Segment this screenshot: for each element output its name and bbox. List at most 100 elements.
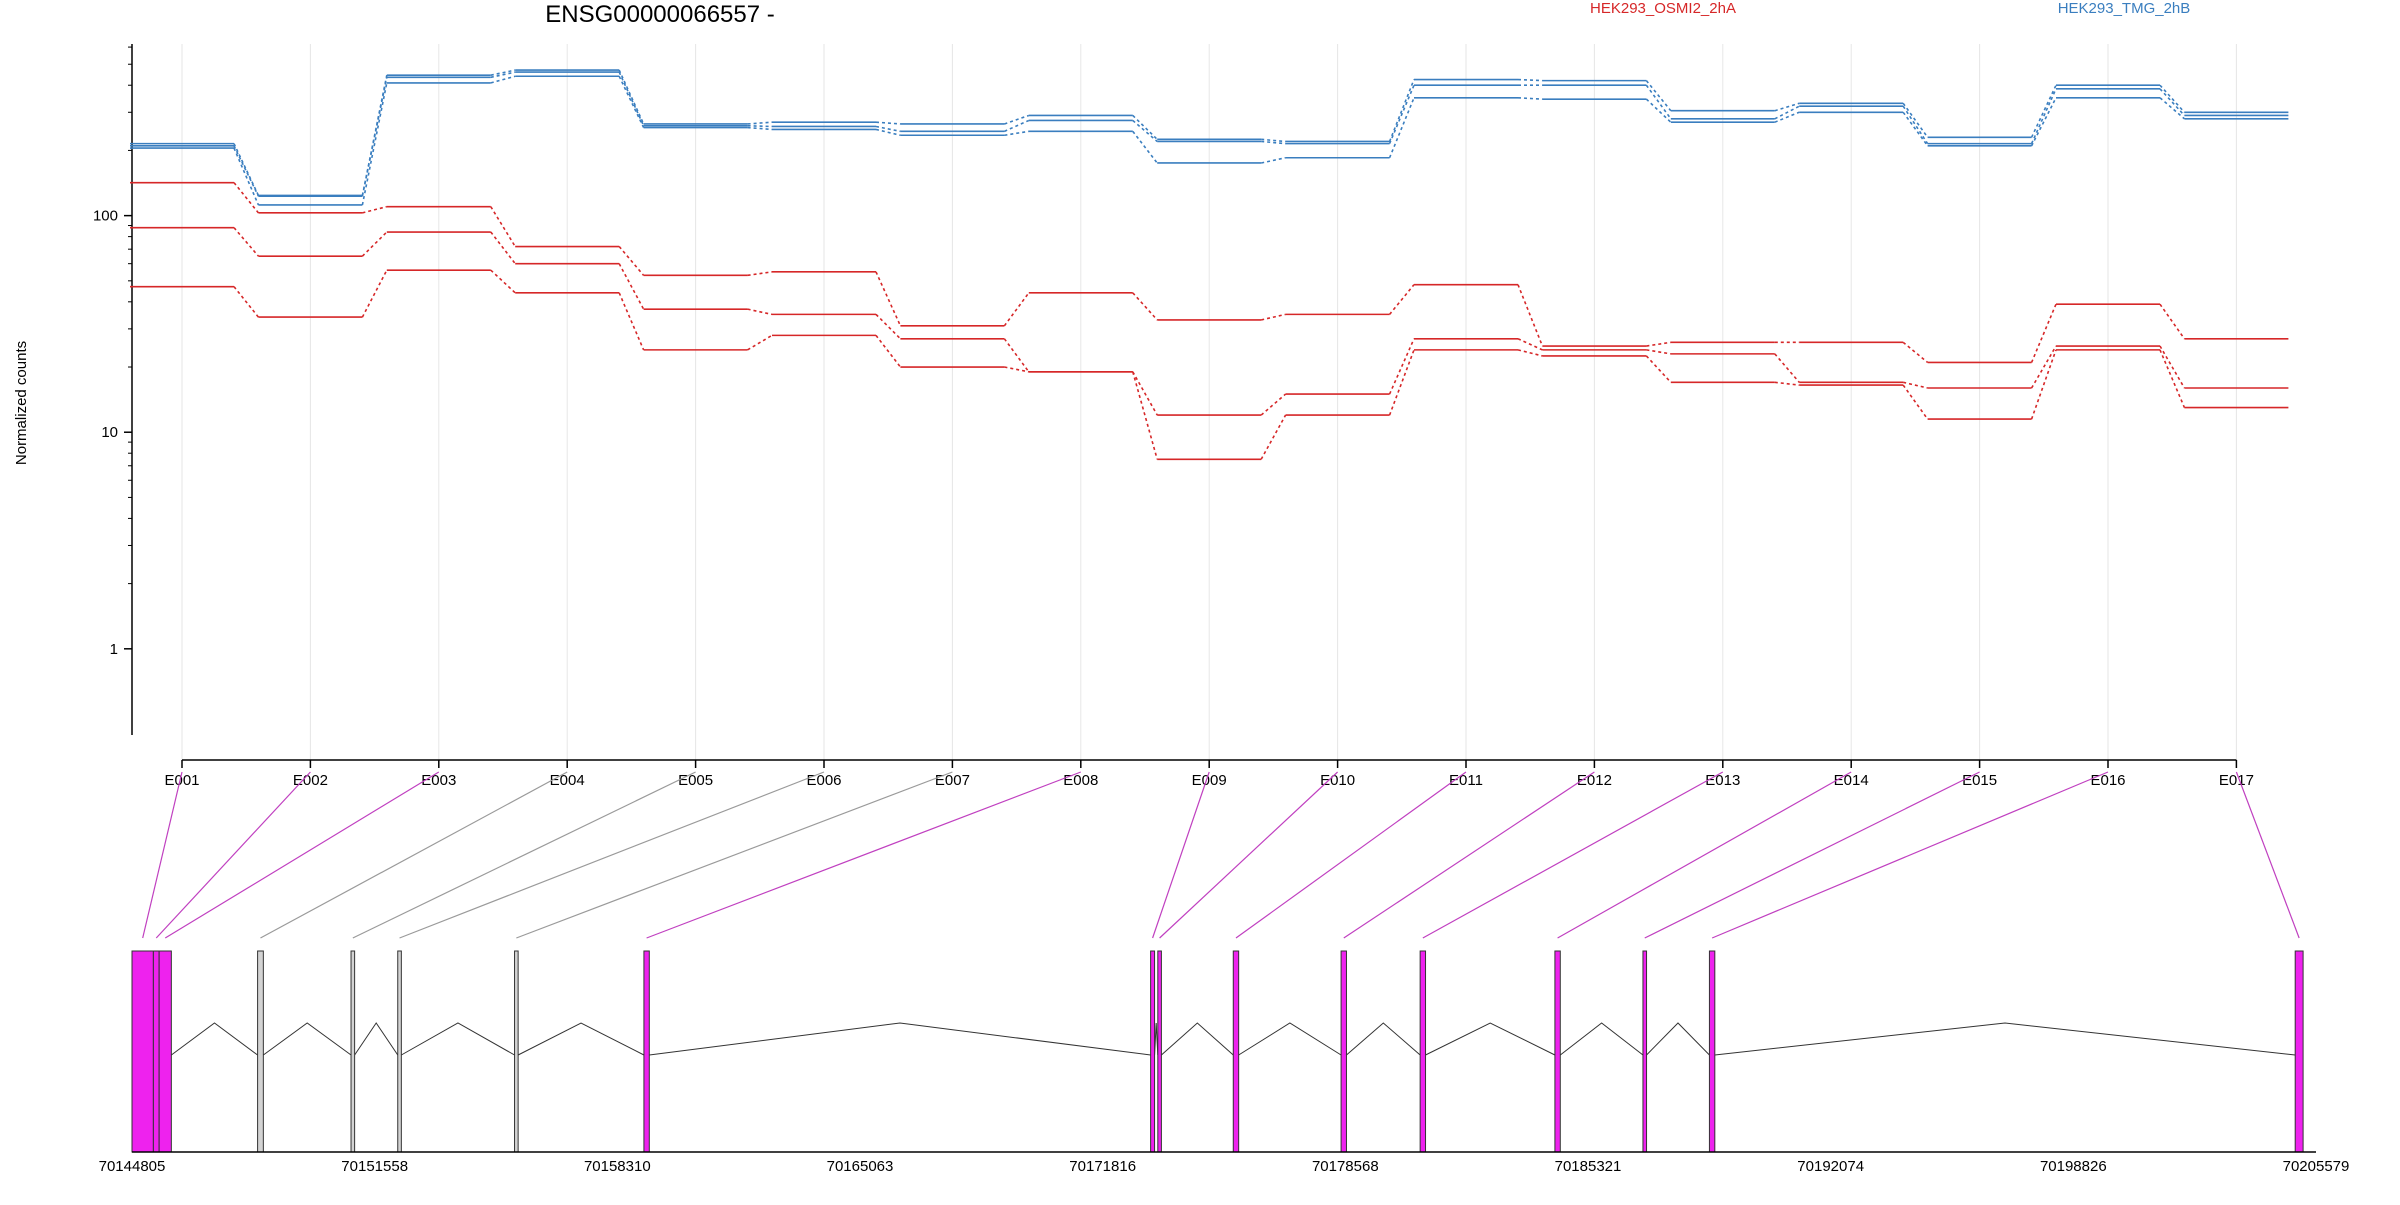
intron-13 <box>1646 1022 1710 1056</box>
data-connector <box>361 77 388 197</box>
data-connector <box>2159 349 2186 408</box>
data-connector <box>1517 338 1543 351</box>
chart-title: ENSG00000066557 - <box>545 1 775 28</box>
data-connector <box>2030 303 2057 363</box>
x-tick-label-e015: E015 <box>1962 772 1997 789</box>
exon-e008 <box>643 950 650 1153</box>
y-tick-label-1: 1 <box>110 641 118 658</box>
exon-e012 <box>1340 950 1347 1153</box>
data-connector <box>1902 111 1929 147</box>
data-connector <box>1004 130 1029 137</box>
data-connector <box>1517 78 1543 82</box>
data-connector <box>618 292 645 351</box>
data-connector <box>233 182 260 214</box>
data-connector <box>2030 84 2057 138</box>
data-connector <box>875 125 901 133</box>
data-connector <box>875 121 901 125</box>
connector-e003 <box>164 771 440 939</box>
x-tick-label-e001: E001 <box>164 772 199 789</box>
genomic-tick-label: 70144805 <box>99 1158 166 1175</box>
intron-9 <box>1238 1022 1342 1056</box>
connector-e005 <box>352 771 696 939</box>
genomic-tick-label: 70151558 <box>341 1158 408 1175</box>
data-connector <box>747 126 773 131</box>
data-connector <box>618 71 645 127</box>
connector-e012 <box>1343 771 1595 939</box>
data-connector <box>1004 114 1030 125</box>
connector-e013 <box>1422 771 1724 939</box>
data-connector <box>2030 97 2057 147</box>
data-connector <box>747 308 773 316</box>
exon-e015 <box>1642 950 1648 1153</box>
data-connector <box>361 231 388 257</box>
x-tick-label-e006: E006 <box>806 772 841 789</box>
data-connector <box>618 246 645 276</box>
exon-e005 <box>350 950 356 1153</box>
intron-10 <box>1346 1022 1421 1056</box>
x-tick-label-e002: E002 <box>293 772 328 789</box>
data-connector <box>233 147 260 206</box>
data-connector <box>1132 292 1158 321</box>
data-connector <box>1261 140 1286 145</box>
x-tick-label-e012: E012 <box>1577 772 1612 789</box>
data-connector <box>1517 349 1543 357</box>
data-connector <box>1517 284 1544 347</box>
legend-item-osmi2: HEK293_OSMI2_2hA <box>1590 0 1736 17</box>
data-connector <box>1132 371 1158 416</box>
data-connector <box>1388 79 1415 142</box>
data-connector <box>1645 80 1672 112</box>
data-connector <box>362 205 387 214</box>
connector-e017 <box>2235 771 2300 939</box>
data-connector <box>1260 393 1287 416</box>
data-connector <box>233 227 260 257</box>
y-tick-label-100: 100 <box>93 208 118 225</box>
data-connector <box>1132 119 1158 143</box>
data-connector <box>1132 130 1158 164</box>
x-tick-label-e014: E014 <box>1834 772 1869 789</box>
x-tick-label-e005: E005 <box>678 772 713 789</box>
connector-e010 <box>1159 771 1339 939</box>
data-connector <box>1003 338 1030 373</box>
intron-5 <box>517 1022 645 1056</box>
data-connector <box>1260 414 1287 460</box>
x-tick-label-e007: E007 <box>935 772 970 789</box>
data-connector <box>1902 384 1929 420</box>
connector-e011 <box>1235 771 1467 939</box>
data-connector <box>747 334 773 351</box>
intron-3 <box>354 1022 399 1056</box>
y-axis-label: Normalized counts <box>13 341 30 465</box>
exon-e003 <box>158 950 172 1153</box>
data-connector <box>1388 284 1415 315</box>
data-connector <box>2159 84 2185 113</box>
intron-7 <box>1154 1022 1159 1056</box>
exon-e009 <box>1150 950 1156 1153</box>
connector-e015 <box>1644 771 1980 939</box>
data-connector <box>1132 114 1158 140</box>
genomic-tick-label: 70165063 <box>827 1158 894 1175</box>
data-connector <box>2159 303 2186 340</box>
x-tick-label-e003: E003 <box>421 772 456 789</box>
data-connector <box>233 286 260 318</box>
data-connector <box>1774 111 1800 123</box>
exon-e014 <box>1554 950 1561 1153</box>
data-connector <box>1774 102 1800 112</box>
data-connector <box>618 75 645 128</box>
connector-e002 <box>155 771 311 939</box>
data-connector <box>1774 105 1800 120</box>
data-connector <box>1261 156 1286 164</box>
data-connector <box>1774 353 1800 383</box>
data-connector <box>618 263 645 310</box>
x-tick-label-e013: E013 <box>1705 772 1740 789</box>
data-connector <box>2030 345 2057 389</box>
connector-e001 <box>142 771 183 939</box>
chart-layer: 1 10 100 E001 E002 E003 E004 E005 E006 E007 E008 E0… <box>93 44 2349 1175</box>
data-connector <box>1388 338 1415 395</box>
intron-1 <box>171 1022 258 1056</box>
data-connector <box>2030 349 2057 420</box>
legend-item-tmg: HEK293_TMG_2hB <box>2058 0 2191 17</box>
genomic-tick-label: 70178568 <box>1312 1158 1379 1175</box>
intron-14 <box>1714 1022 2296 1056</box>
data-connector <box>747 121 773 125</box>
